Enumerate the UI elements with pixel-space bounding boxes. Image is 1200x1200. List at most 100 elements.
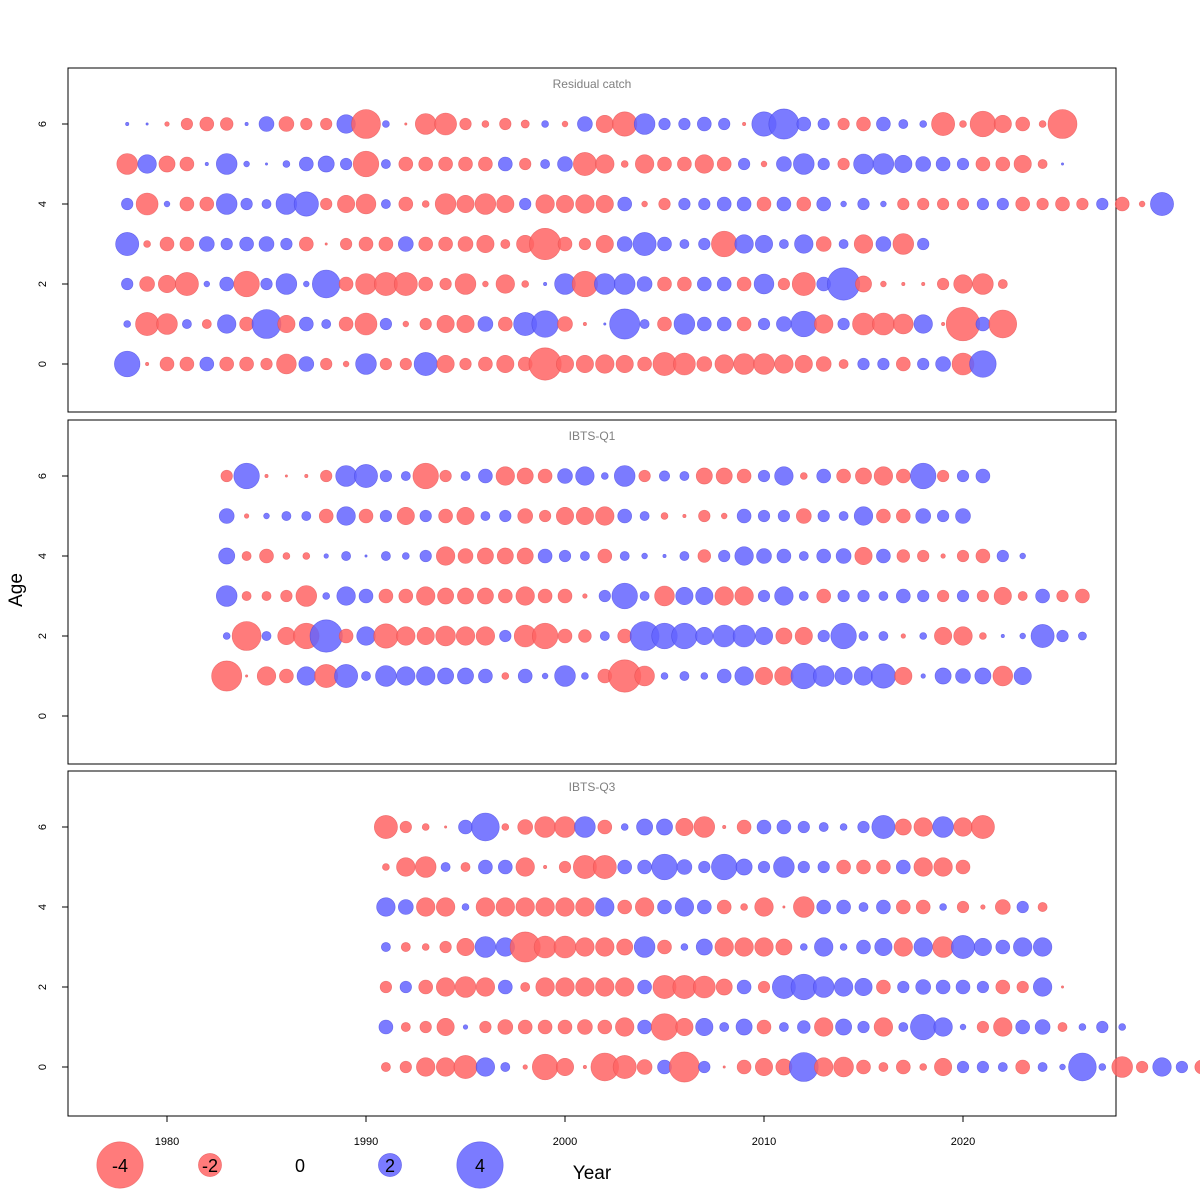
y-tick-label: 6 xyxy=(37,121,49,127)
bubble-point xyxy=(817,509,830,523)
bubble-point xyxy=(462,1024,469,1030)
x-tick-label: 2000 xyxy=(553,1136,577,1148)
bubble-point xyxy=(736,468,752,484)
bubble-point xyxy=(558,549,572,563)
bubble-point xyxy=(652,352,677,376)
legend-label: -4 xyxy=(112,1156,128,1176)
bubble-point xyxy=(280,237,293,251)
bubble-point xyxy=(355,193,377,215)
bubble-point xyxy=(839,823,848,831)
bubble-point xyxy=(722,824,727,829)
bubble-point xyxy=(776,196,792,212)
bubble-point xyxy=(737,157,751,171)
bubble-point xyxy=(557,1019,573,1035)
bubble-point xyxy=(913,857,933,877)
bubble-point xyxy=(554,816,576,838)
bubble-point xyxy=(1135,1060,1149,1074)
bubble-point xyxy=(1076,197,1089,211)
bubble-point xyxy=(776,156,792,172)
bubble-point xyxy=(777,277,791,291)
bubble-point xyxy=(529,228,562,261)
bubble-point xyxy=(573,152,597,176)
bubble-point xyxy=(975,316,991,332)
bubble-point xyxy=(380,159,391,169)
bubble-point xyxy=(439,940,452,954)
bubble-point xyxy=(543,281,548,286)
bubble-point xyxy=(478,859,493,875)
bubble-point xyxy=(936,277,950,291)
bubble-point xyxy=(874,937,893,956)
bubble-point xyxy=(121,197,134,211)
bubble-point xyxy=(179,196,195,212)
bubble-point xyxy=(145,122,149,126)
bubble-point xyxy=(892,233,914,255)
bubble-point xyxy=(695,938,713,956)
bubble-point xyxy=(164,121,170,127)
panel-frame xyxy=(67,419,1117,765)
bubble-point xyxy=(322,592,331,600)
bubble-point xyxy=(239,316,254,332)
bubble-point xyxy=(1036,197,1049,211)
bubble-point xyxy=(418,236,434,252)
bubble-point xyxy=(571,270,599,298)
bubble-point xyxy=(334,664,359,688)
bubble-point xyxy=(317,155,335,173)
bubble-point xyxy=(756,819,772,835)
bubble-point xyxy=(853,234,874,254)
bubble-point xyxy=(617,859,633,875)
bubble-point xyxy=(538,509,552,523)
bubble-point xyxy=(378,588,394,604)
bubble-point xyxy=(416,586,436,606)
bubble-point xyxy=(517,508,534,524)
bubble-point xyxy=(716,156,732,172)
bubble-point xyxy=(516,467,534,485)
bubble-point xyxy=(1118,1023,1126,1031)
bubble-point xyxy=(1019,552,1026,560)
bubble-point xyxy=(939,903,947,911)
bubble-point xyxy=(934,1058,953,1077)
bubble-point xyxy=(582,1065,587,1070)
bubble-point xyxy=(1055,196,1070,212)
bubble-point xyxy=(996,549,1009,563)
bubble-point xyxy=(838,239,849,249)
bubble-point xyxy=(718,117,731,131)
bubble-point xyxy=(997,279,1008,289)
bubble-point xyxy=(736,1059,752,1075)
bubble-point xyxy=(814,314,834,334)
bubble-point xyxy=(275,273,298,295)
bubble-point xyxy=(917,237,930,251)
bubble-point xyxy=(776,316,792,332)
bubble-point xyxy=(419,317,432,331)
bubble-point xyxy=(416,626,435,645)
bubble-point xyxy=(416,666,436,686)
bubble-point xyxy=(714,937,734,957)
bubble-point xyxy=(233,270,260,298)
bubble-point xyxy=(976,1060,990,1074)
bubble-point xyxy=(537,548,553,564)
bubble-point xyxy=(839,943,848,951)
bubble-point xyxy=(997,1062,1008,1072)
bubble-point xyxy=(121,277,134,291)
bubble-point xyxy=(696,276,712,292)
bubble-point xyxy=(953,274,973,294)
bubble-point xyxy=(976,1020,990,1034)
y-tick-label: 2 xyxy=(37,281,49,287)
bubble-point xyxy=(955,979,971,995)
bubble-point xyxy=(418,276,434,292)
bubble-point xyxy=(716,276,732,292)
x-tick-label: 1980 xyxy=(155,1136,179,1148)
bubble-point xyxy=(1013,666,1032,685)
bubble-point xyxy=(677,276,692,292)
y-tick-label: 6 xyxy=(37,473,49,479)
bubble-point xyxy=(557,468,573,484)
bubble-point xyxy=(520,119,530,129)
bubble-point xyxy=(475,977,496,997)
bubble-point xyxy=(955,859,971,875)
bubble-point xyxy=(1061,985,1065,989)
bubble-point xyxy=(933,1017,953,1037)
bubble-point xyxy=(988,309,1017,339)
bubble-point xyxy=(936,197,950,211)
bubble-point xyxy=(537,468,553,484)
bubble-point xyxy=(913,937,933,957)
bubble-point xyxy=(398,588,414,604)
